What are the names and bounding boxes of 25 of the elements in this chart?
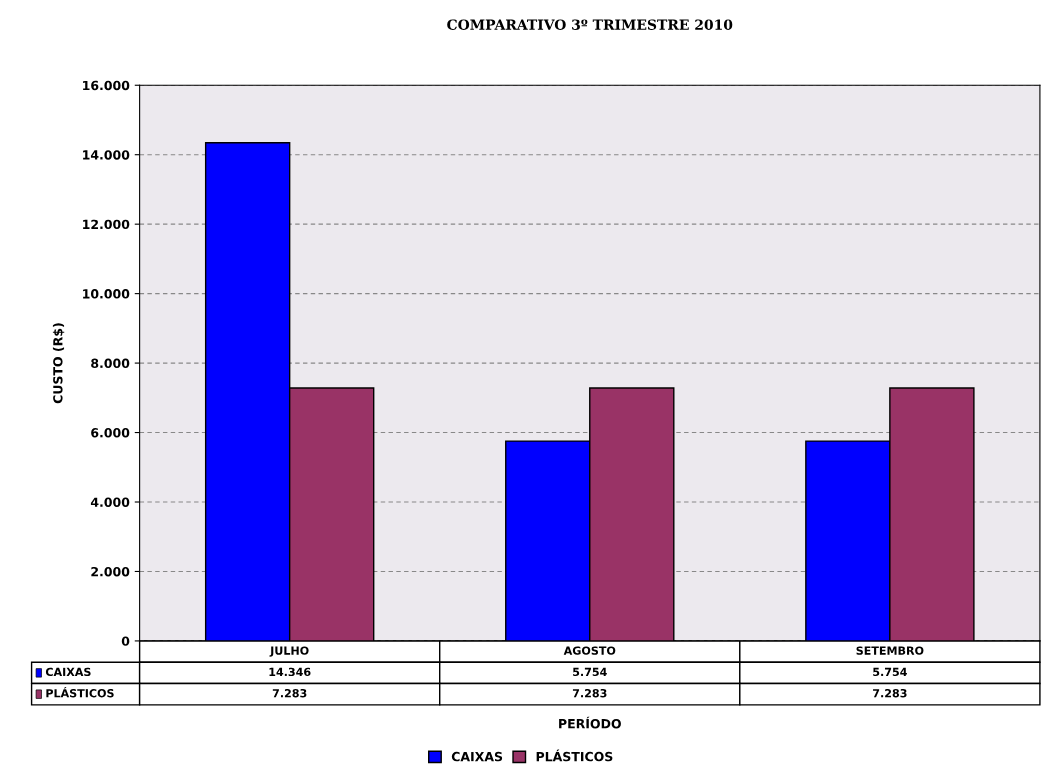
y-tick-label: 8.000 bbox=[91, 358, 130, 369]
text: CAIXAS bbox=[45, 667, 91, 677]
text: PLÁSTICOS bbox=[46, 686, 114, 698]
data-label: 7.283 bbox=[873, 689, 907, 698]
y-tick-label: 6.000 bbox=[91, 428, 130, 438]
x-tick-label: JULHO bbox=[269, 646, 309, 657]
data-label: 14.346 bbox=[269, 667, 311, 677]
chart-title: COMPARATIVO 3º TRIMESTRE 2010 bbox=[447, 19, 733, 30]
y-tick-label: 10.000 bbox=[83, 289, 130, 299]
y-tick-label: 2.000 bbox=[91, 566, 130, 577]
legend-label: CAIXAS bbox=[451, 751, 503, 762]
y-tick-label: 0 bbox=[121, 636, 130, 646]
y-tick-label: 4.000 bbox=[90, 497, 130, 507]
legend-label: PLÁSTICOS bbox=[536, 749, 613, 762]
data-label: 7.283 bbox=[272, 689, 307, 698]
y-axis-title: CUSTO (R$) bbox=[52, 323, 65, 404]
x-tick-label: SETEMBRO bbox=[856, 646, 924, 655]
data-label: 7.283 bbox=[572, 689, 607, 698]
y-tick-label: 16.000 bbox=[83, 80, 130, 91]
y-tick-label: 14.000 bbox=[83, 150, 130, 160]
x-axis-title: PERÍODO bbox=[559, 716, 621, 729]
data-label: 5.754 bbox=[873, 667, 907, 677]
data-label: 5.754 bbox=[573, 667, 607, 677]
x-tick-label: AGOSTO bbox=[563, 646, 616, 655]
y-tick-label: 12.000 bbox=[83, 219, 130, 230]
